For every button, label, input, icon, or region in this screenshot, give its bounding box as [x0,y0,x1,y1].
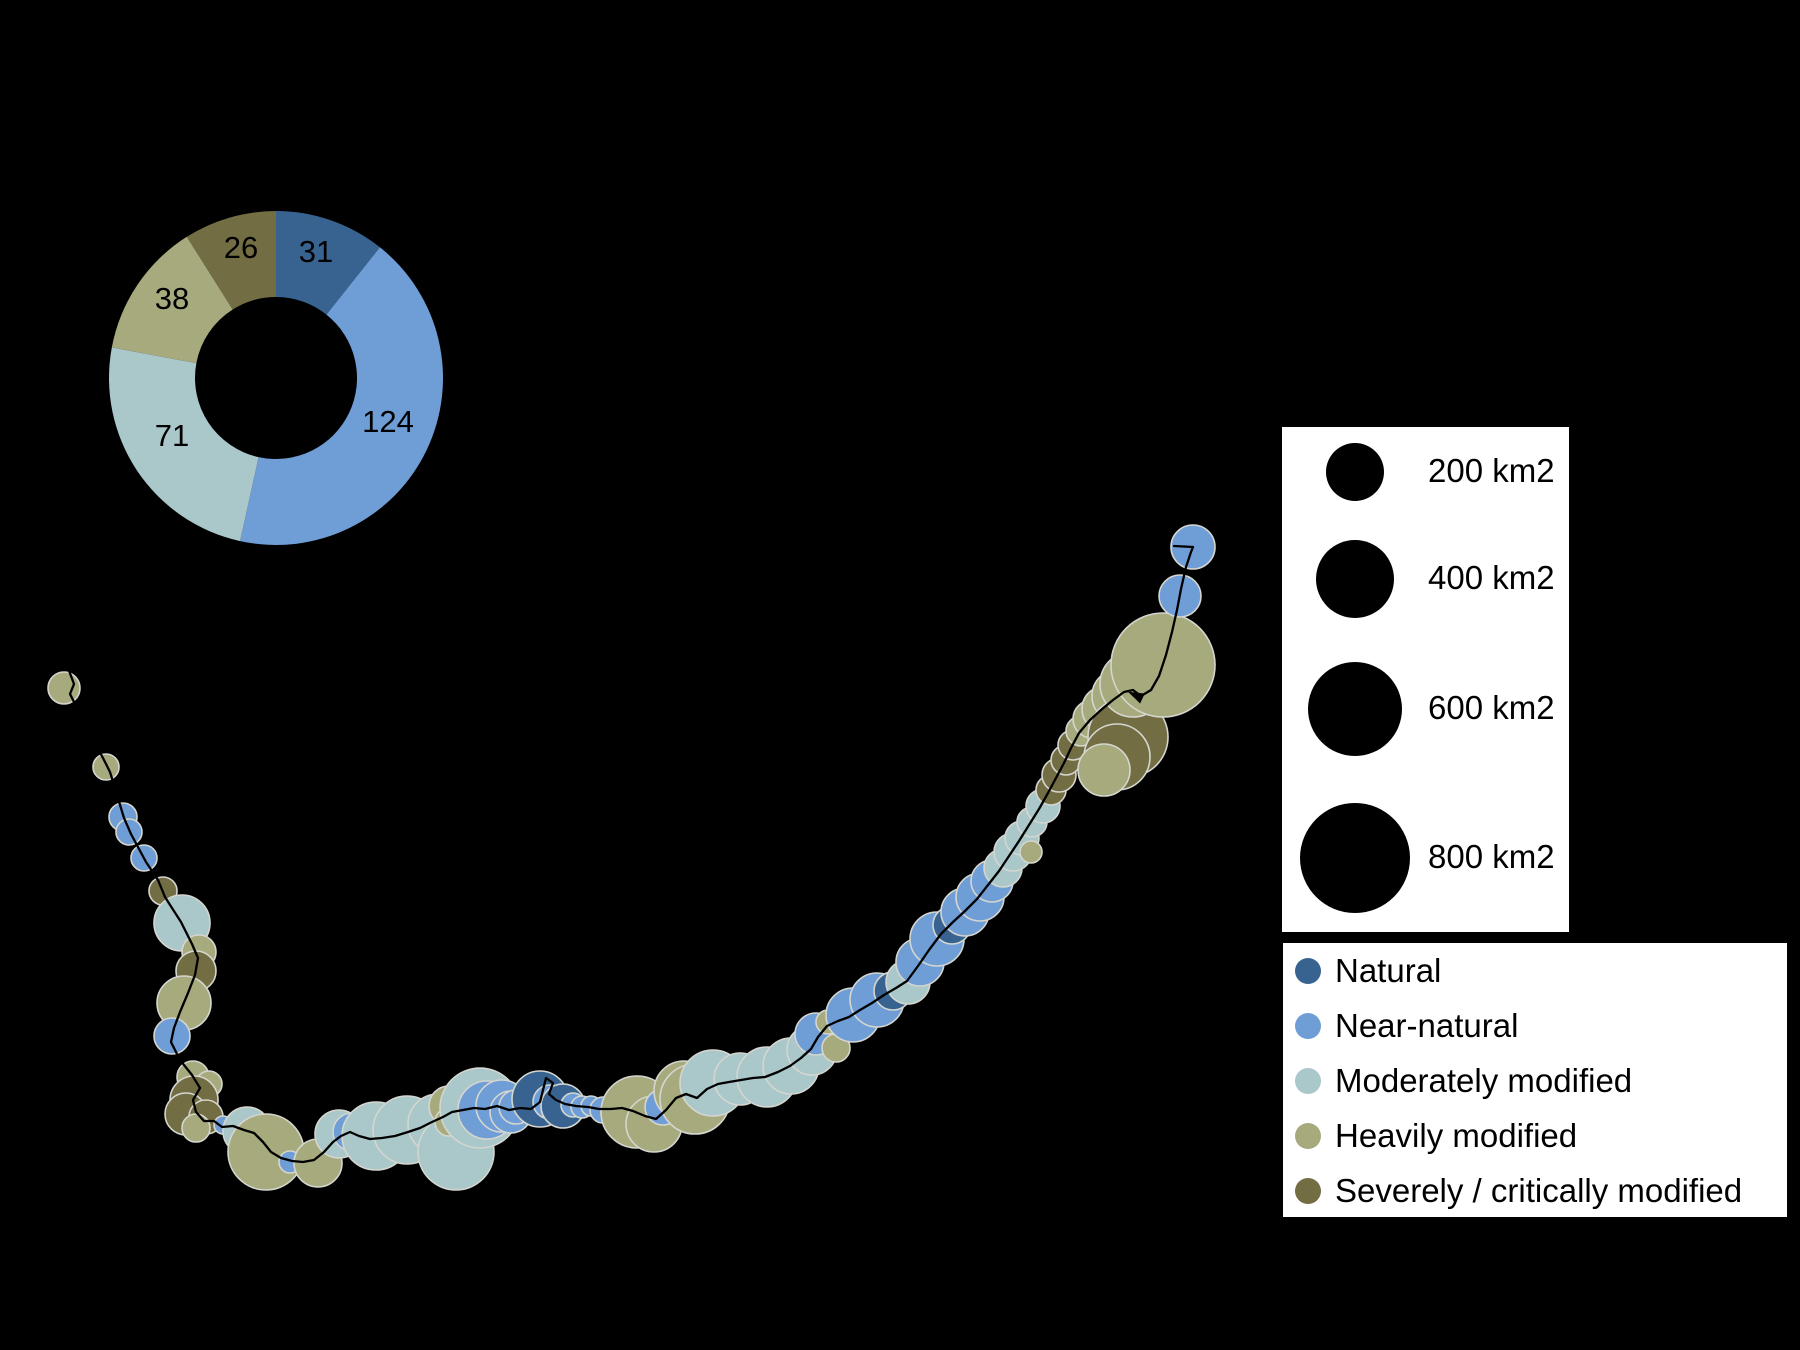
size-legend-box: 200 km2 400 km2 600 km2 800 km2 [1282,427,1569,932]
size-legend-label-200: 200 km2 [1428,452,1555,490]
donut-value-labels: 31 124 71 38 26 [155,230,414,453]
legend-item-natural: Natural [1283,943,1787,998]
map-bubble [1019,840,1043,864]
legend-item-moderately-modified: Moderately modified [1283,1053,1787,1108]
legend-label: Severely / critically modified [1335,1171,1743,1209]
donut-value-label: 31 [299,234,333,269]
donut-slice-moderately_modified [109,347,259,542]
map-bubble [1077,743,1131,797]
severely-modified-color-dot-icon [1295,1177,1321,1204]
size-legend-label-400: 400 km2 [1428,559,1555,597]
legend-label: Heavily modified [1335,1116,1578,1154]
size-legend-label-600: 600 km2 [1428,689,1555,727]
donut-value-label: 38 [155,281,189,316]
legend-label: Near-natural [1335,1006,1519,1044]
bubble-map-layer [47,524,1216,1191]
map-bubble [92,753,120,781]
near-natural-color-dot-icon [1295,1012,1321,1039]
donut-value-label: 26 [224,230,258,265]
color-legend-box: Natural Near-natural Moderately modified… [1283,943,1787,1217]
natural-color-dot-icon [1295,957,1321,984]
donut-chart [109,211,443,545]
size-legend-circle-400 [1316,540,1394,618]
legend-label: Natural [1335,951,1442,989]
map-bubble [181,1113,211,1143]
size-legend-circle-200 [1326,443,1384,501]
donut-slice-near_natural [240,247,443,545]
legend-item-severely-modified: Severely / critically modified [1283,1163,1787,1218]
river-line [66,544,1195,1164]
size-legend-label-800: 800 km2 [1428,838,1555,876]
donut-value-label: 71 [155,418,189,453]
flow-arrow-icon [1127,691,1145,704]
size-legend-circle-600 [1308,662,1402,756]
donut-value-label: 124 [362,404,414,439]
legend-item-near-natural: Near-natural [1283,998,1787,1053]
moderately-modified-color-dot-icon [1295,1067,1321,1094]
donut-slice-heavily_modified [111,236,233,364]
donut-slice-natural [276,211,380,315]
donut-slice-severely_modified [186,211,276,310]
legend-label: Moderately modified [1335,1061,1633,1099]
size-legend-circle-800 [1300,803,1410,913]
legend-item-heavily-modified: Heavily modified [1283,1108,1787,1163]
heavily-modified-color-dot-icon [1295,1122,1321,1149]
map-bubble [47,671,81,705]
